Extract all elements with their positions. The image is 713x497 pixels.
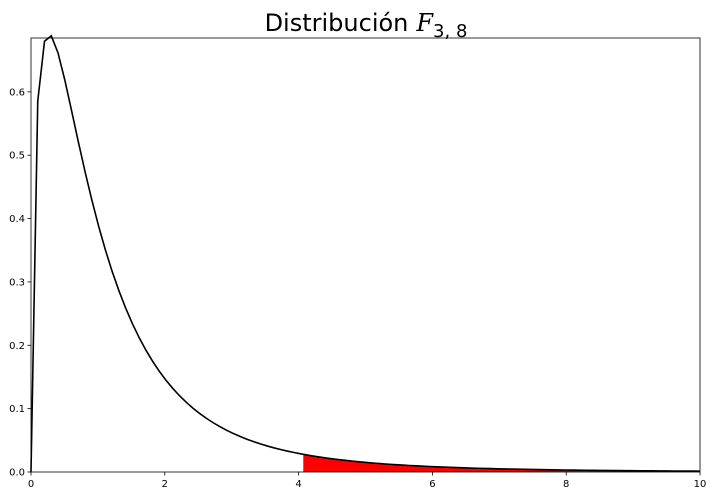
chart-title-text: Distribución <box>265 9 409 37</box>
shaded-tail-region <box>303 454 700 472</box>
chart-title-math-symbol: F <box>415 9 434 37</box>
x-tick-label: 6 <box>429 479 435 490</box>
axes-frame <box>30 37 701 473</box>
x-tick-label: 8 <box>563 479 569 490</box>
y-tick-label: 0.2 <box>9 341 25 352</box>
x-tick-label: 10 <box>694 479 707 490</box>
x-tick-label: 0 <box>28 479 34 490</box>
plot-area <box>30 34 701 473</box>
y-tick-label: 0.4 <box>9 214 25 225</box>
y-tick-label: 0.5 <box>9 151 25 162</box>
chart-title-subscript: 3, 8 <box>433 21 467 42</box>
y-tick-label: 0.1 <box>9 404 25 415</box>
y-tick-label: 0.0 <box>9 468 25 479</box>
x-tick-label: 4 <box>295 479 301 490</box>
y-tick-label: 0.3 <box>9 277 25 288</box>
density-curve <box>30 34 701 473</box>
x-tick-label: 2 <box>162 479 168 490</box>
x-axis: 0 2 4 6 8 10 <box>28 472 707 490</box>
chart-title: Distribución F3, 8 <box>265 9 468 42</box>
y-tick-label: 0.6 <box>9 87 25 98</box>
y-axis: 0.0 0.1 0.2 0.3 0.4 0.5 0.6 <box>9 87 31 479</box>
